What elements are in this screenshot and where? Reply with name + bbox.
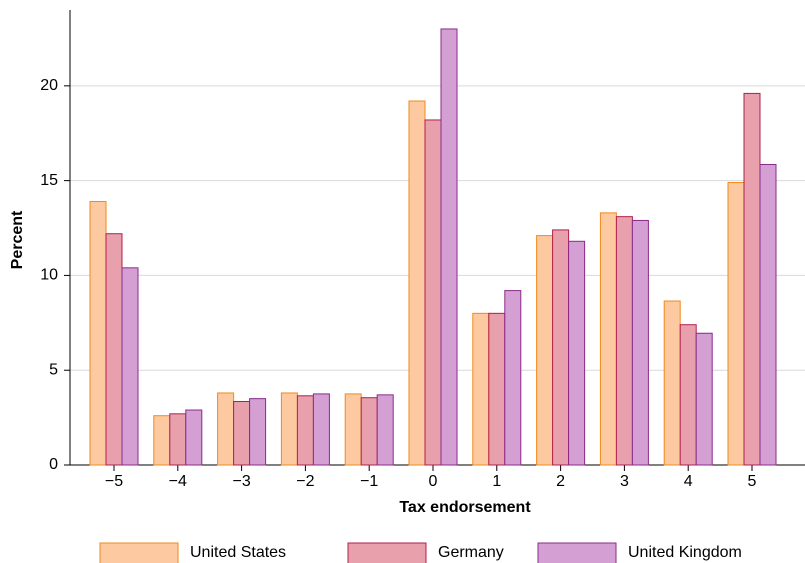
bar [344,393,362,466]
bar [280,392,298,466]
bar [552,229,570,466]
legend-swatch [537,542,617,563]
x-axis-title: Tax endorsement [399,499,531,516]
y-tick-label: 5 [49,361,58,378]
y-tick-label: 20 [40,77,58,94]
bar [743,92,761,466]
legend-swatch [347,542,427,563]
bar [424,119,442,466]
bar [312,393,330,466]
y-axis-title: Percent [9,210,26,269]
bar [360,397,378,466]
bar [153,415,171,466]
bar [217,392,235,466]
x-tick-label: −1 [360,473,378,490]
legend-swatch [99,542,179,563]
x-tick-label: 1 [492,473,501,490]
bar [89,200,107,466]
bar [568,240,586,466]
bar [599,212,617,466]
x-tick-label: 4 [684,473,693,490]
bar [105,233,123,466]
x-tick-label: 5 [748,473,757,490]
bar [408,100,426,466]
y-tick-label: 10 [40,267,58,284]
y-tick-label: 0 [49,456,58,473]
bar [488,312,506,466]
legend-label: United States [190,544,286,561]
bar [249,398,267,466]
bar [185,409,203,466]
bar [121,267,139,466]
bar [169,413,187,466]
bar [631,219,649,466]
x-tick-label: 3 [620,473,629,490]
y-tick-label: 15 [40,172,58,189]
x-tick-label: −2 [296,473,314,490]
legend-label: United Kingdom [628,544,742,561]
x-tick-label: −4 [169,473,187,490]
bar [727,182,745,466]
bar [504,290,522,466]
bar [472,312,490,466]
bar [679,324,697,466]
legend-label: Germany [438,544,504,561]
bar [536,235,554,466]
bar [376,394,394,466]
bar [233,400,251,466]
bar [663,300,681,466]
x-tick-label: −3 [232,473,250,490]
bar [759,164,777,466]
x-tick-label: 0 [429,473,438,490]
bar [615,216,633,466]
x-tick-label: −5 [105,473,123,490]
bar [296,395,314,466]
bar [695,332,713,466]
x-tick-label: 2 [556,473,565,490]
bar [440,28,458,466]
